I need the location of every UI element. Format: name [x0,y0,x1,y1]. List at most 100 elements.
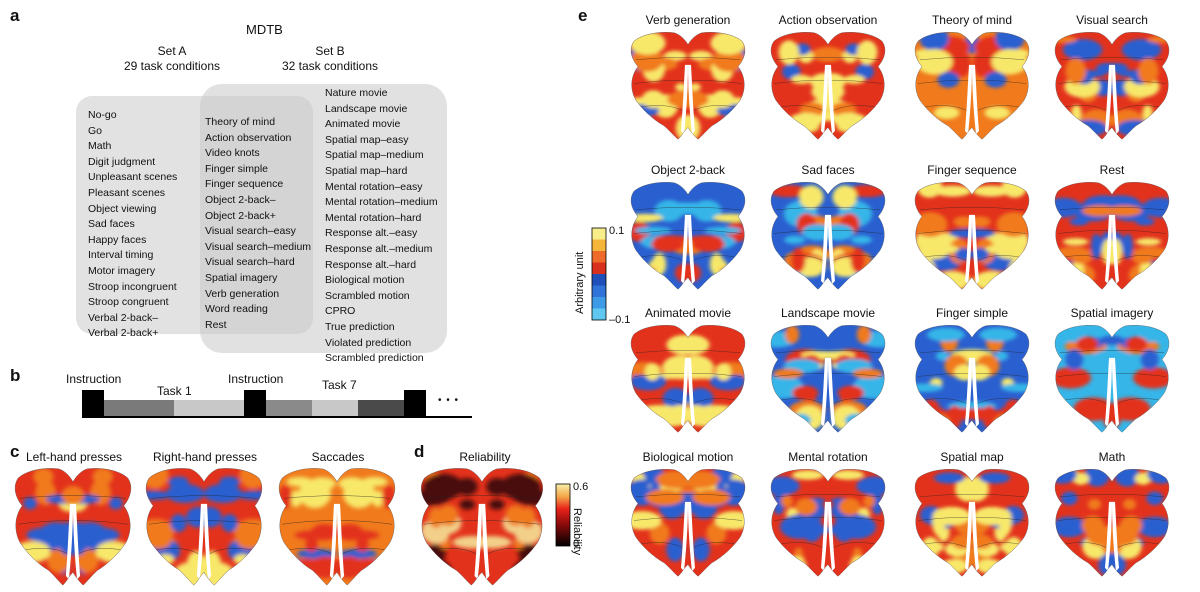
task-7-segment-2 [312,400,358,416]
panel-c-title-right-hand-presses: Right-hand presses [152,450,258,464]
reliability-colorbar-label: Reliability [571,508,583,556]
set-b-task-item: Spatial map–hard [325,164,408,177]
reliability-title: Reliability [459,450,511,464]
panel-e-title-sad-faces: Sad faces [801,163,855,177]
shared-task-item: Finger sequence [205,178,284,191]
task-7-label: Task 7 [322,378,357,392]
instruction-label-2: Instruction [228,372,284,386]
shared-task-item: Word reading [205,303,268,316]
instruction-block-3 [404,390,426,416]
shared-task-item: Visual search–medium [205,240,312,253]
set-a-task-item: No-go [88,109,117,121]
panel-label-b: b [10,366,21,385]
flatmap-rest [1054,182,1170,290]
set-a-task-item: Sad faces [88,218,135,231]
set-a-task-item: Stroop congruent [88,296,169,309]
set-b-task-item: Animated movie [325,118,401,131]
instruction-label-1: Instruction [66,372,122,386]
set-b-task-item: Mental rotation–easy [325,180,423,193]
panel-e-title-visual-search: Visual search [1076,13,1148,27]
panel-e-title-math: Math [1098,450,1126,464]
flatmap-spatial-imagery [1054,325,1170,433]
flatmap-object-2-back [630,182,746,290]
set-b-task-item: Spatial map–medium [325,149,424,162]
shared-task-list: Theory of mind Action observation Video kn… [205,115,311,333]
flatmap-sad-faces [770,182,886,290]
task-7-segment-1 [266,400,312,416]
set-b-subtitle: 32 task conditions [281,59,379,73]
set-a-task-item: Interval timing [88,249,154,262]
set-b-task-item: CPRO [325,305,356,318]
arbitrary-unit-max: 0.1 [609,225,625,237]
flatmap-mental-rotation [770,469,886,577]
panel-c-title-left-hand-presses: Left-hand presses [25,450,123,464]
set-b-task-item: Mental rotation–hard [325,211,422,224]
set-b-task-item: Nature movie [325,87,388,99]
flatmap-theory-of-mind [914,32,1030,140]
instruction-block-2 [244,390,266,416]
shared-task-item: Theory of mind [205,116,276,128]
shared-task-item: Visual search–hard [205,256,295,269]
shared-task-item: Spatial imagery [205,271,278,284]
set-b-task-item: Scrambled motion [325,289,410,302]
timeline-axis [82,416,472,418]
flatmap-finger-simple [914,325,1030,433]
panel-label-c: c [10,442,20,461]
set-b-box [200,84,447,353]
set-b-task-item: Mental rotation–medium [325,196,438,209]
shared-task-item: Action observation [205,131,292,144]
arbitrary-unit-label: Arbitrary unit [574,251,586,314]
task-1-segment-dark [104,400,174,416]
panel-label-d: d [414,442,425,461]
set-a-task-item: Motor imagery [88,264,156,277]
set-b-name: Set B [315,44,345,58]
flatmap-math [1054,469,1170,577]
arbitrary-unit-min: –0.1 [609,314,631,326]
panel-e-title-theory-of-mind: Theory of mind [931,13,1013,27]
panel-e-title-animated-movie: Animated movie [644,306,732,320]
set-a-task-item: Digit judgment [88,155,156,168]
set-b-task-item: Spatial map–easy [325,133,409,146]
set-b-task-item: Landscape movie [325,102,408,115]
shared-task-item: Object 2-back– [205,193,276,206]
panel-e-title-landscape-movie: Landscape movie [780,306,876,320]
panel-e-title-action-observation: Action observation [778,13,878,27]
reliability-colorbar-max: 0.6 [573,481,589,493]
set-a-task-item: Pleasant scenes [88,186,166,199]
set-b-task-item: True prediction [325,320,395,333]
set-a-name: Set A [157,44,187,58]
flatmap-left-hand-presses [14,468,132,586]
panel-e-title-spatial-imagery: Spatial imagery [1070,306,1154,320]
flatmap-finger-sequence [914,182,1030,290]
task-7-segment-3 [358,400,404,416]
flatmap-landscape-movie [770,325,886,433]
task-1-label: Task 1 [157,384,192,398]
set-a-task-item: Verbal 2-back– [88,311,159,324]
shared-task-item: Object 2-back+ [205,209,276,222]
flatmap-saccades [278,468,396,586]
set-a-task-item: Object viewing [88,202,157,215]
set-b-task-item: Response alt.–medium [325,242,433,255]
panel-e-title-spatial-map: Spatial map [940,450,1004,464]
set-b-task-item: Biological motion [325,274,405,287]
shared-task-item: Visual search–easy [205,225,296,238]
shared-task-item: Rest [205,318,227,331]
set-b-task-item: Response alt.–easy [325,227,418,240]
set-a-task-item: Happy faces [88,233,147,246]
panel-label-a: a [10,6,20,25]
flatmap-visual-search [1054,32,1170,140]
flatmap-animated-movie [630,325,746,433]
set-a-task-item: Go [88,124,103,137]
task-1-segment-light [174,400,244,416]
reliability-colorbar-min: 0 [573,538,580,550]
panel-e-title-finger-simple: Finger simple [935,306,1009,320]
arbitrary-unit-colorbar [591,227,607,321]
flatmap-verb-generation [630,32,746,140]
shared-task-item: Verb generation [205,287,280,300]
panel-e-title-finger-sequence: Finger sequence [927,163,1017,177]
set-b-task-item: Response alt.–hard [325,258,417,271]
set-a-task-item: Stroop incongruent [88,280,177,293]
panel-e-title-rest: Rest [1099,163,1125,177]
set-a-only-list: No-go Go Math Digit judgment Unpleasant scen… [88,108,177,342]
set-b-only-list: Nature movie Landscape movie Animated movi… [325,86,438,367]
